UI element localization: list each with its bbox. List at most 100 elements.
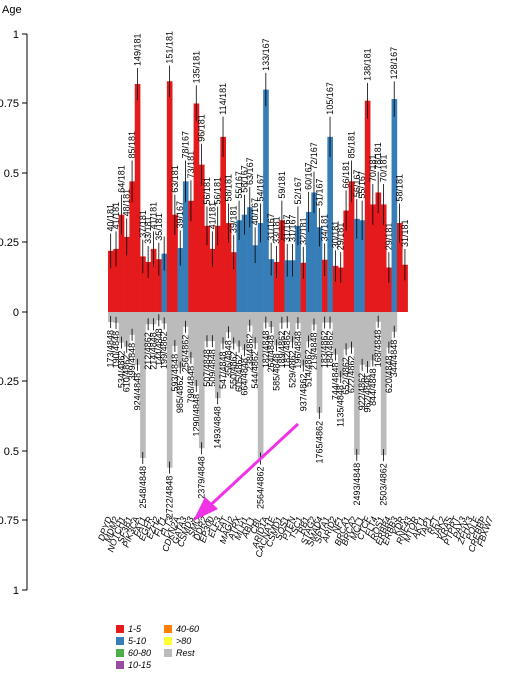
upper-bar-label: 135/181 — [191, 51, 201, 84]
lower-bar-label: 514/4862 — [304, 349, 314, 387]
lower-bar-label: 1493/4848 — [213, 406, 223, 449]
lower-bar-label: 399/4848 — [127, 343, 137, 381]
upper-bar-label: 56/181 — [202, 177, 212, 205]
upper-bar — [177, 248, 184, 312]
upper-bar — [268, 259, 275, 312]
upper-bar-label: 58/167 — [239, 165, 249, 193]
upper-bar-label: 78/167 — [181, 131, 191, 159]
upper-bar-label: 138/181 — [362, 48, 372, 81]
upper-bars: 40/18141/18164/18148/18185/181149/18137/… — [106, 31, 410, 312]
upper-bar — [193, 103, 200, 312]
upper-bar-label: 32/181 — [298, 217, 308, 245]
y-tick-label: 0.5 — [4, 446, 19, 458]
upper-bar — [311, 192, 317, 312]
lower-bar — [215, 312, 221, 399]
upper-bar-label: 33/181 — [272, 216, 282, 244]
upper-bar-label: 58/181 — [395, 174, 405, 202]
upper-bar — [150, 248, 157, 312]
legend-item: 60-80 — [116, 648, 151, 658]
upper-bar-label: 78/181 — [373, 142, 383, 170]
upper-bar — [284, 260, 291, 312]
upper-bar-label: 85/181 — [127, 131, 137, 159]
lower-bar-label: 2503/4862 — [379, 463, 389, 506]
upper-bar — [273, 261, 280, 312]
lower-bar — [188, 312, 194, 358]
upper-bar-label: 64/181 — [116, 165, 126, 193]
legend-label: 5-10 — [128, 636, 147, 646]
legend-swatch — [116, 661, 124, 669]
legend-item: 1-5 — [116, 624, 141, 634]
upper-bar-label: 51/167 — [314, 178, 324, 206]
upper-bar — [279, 220, 285, 312]
upper-bar — [348, 181, 355, 312]
lower-bar — [311, 312, 317, 325]
upper-bar — [247, 207, 253, 312]
lower-bar-label: 507/4848 — [202, 349, 212, 387]
lower-bar-label: 620/4848 — [384, 356, 394, 394]
upper-bar — [327, 136, 333, 312]
lower-bar-label: 593/4848 — [170, 354, 180, 392]
lower-bar — [252, 312, 259, 344]
upper-bar-label: 30/181 — [330, 221, 340, 249]
lower-bar — [193, 312, 200, 386]
gene-labels: DPYDMDM2NOTCH1SF3B1PIK3CAFAT1EGFREZH2FLT… — [96, 514, 495, 559]
upper-bar-label: 133/167 — [261, 38, 271, 71]
upper-bar — [124, 236, 130, 312]
lower-bar-label: 962/4848 — [362, 375, 372, 413]
upper-bar-label: 52/167 — [293, 177, 303, 205]
upper-bar — [188, 200, 194, 312]
legend-swatch — [116, 625, 124, 633]
upper-bar-label: 39/181 — [229, 206, 239, 234]
upper-bar — [252, 245, 259, 312]
upper-bar-label: 31/167 — [266, 213, 276, 241]
legend-label: 10-15 — [128, 660, 152, 670]
lower-bar — [289, 312, 296, 343]
lower-bar-label: 985/4862 — [175, 376, 185, 414]
lower-bar-label: 1765/4862 — [314, 421, 324, 464]
upper-bar — [380, 204, 387, 312]
y-tick-label: 1 — [13, 585, 19, 597]
lower-bar — [348, 312, 355, 348]
upper-bar — [386, 267, 392, 312]
lower-bar-label: 219/4848 — [309, 333, 319, 371]
upper-bar-label: 70/181 — [379, 155, 389, 183]
lower-bar — [231, 312, 237, 344]
upper-bar — [172, 214, 178, 312]
upper-bar — [145, 261, 152, 312]
legend-swatch — [164, 637, 172, 645]
lower-bar — [236, 312, 243, 347]
lower-bar-label: 652/4862 — [341, 357, 351, 395]
upper-bar — [236, 220, 243, 312]
lower-bar — [370, 312, 376, 361]
upper-bar — [198, 164, 205, 312]
lower-bar-label: 744/4848 — [330, 363, 340, 401]
upper-bar — [305, 211, 312, 312]
lower-bar-label: 605/4862 — [234, 354, 244, 392]
y-tick-label: 0.5 — [4, 168, 19, 180]
legend-item: 10-15 — [116, 660, 151, 670]
upper-bar-label: 55/167 — [234, 171, 244, 199]
lower-bar — [354, 312, 360, 455]
lower-bar — [316, 312, 323, 413]
upper-bar-label: 128/167 — [389, 47, 399, 80]
upper-bar-label: 151/181 — [165, 31, 175, 64]
lower-bar — [391, 312, 398, 332]
legend-item: 40-60 — [164, 624, 199, 634]
lower-bar-label: 585/4848 — [272, 353, 282, 391]
upper-bar — [375, 192, 382, 312]
upper-bar — [225, 223, 232, 312]
upper-bar — [295, 225, 301, 312]
lower-bar — [300, 312, 307, 366]
upper-bar — [241, 214, 248, 312]
lower-bar-label: 664/4848 — [239, 358, 249, 396]
upper-bar — [113, 248, 119, 312]
upper-bar-label: 29/181 — [336, 223, 346, 251]
lower-bar — [118, 312, 125, 343]
lower-bar-label: 173/4848 — [106, 330, 116, 368]
lower-bar — [209, 312, 216, 342]
upper-bar-label: 72/167 — [309, 142, 319, 170]
upper-bar — [263, 89, 269, 312]
legend-swatch — [116, 649, 124, 657]
lower-bar-label: 183/4862 — [320, 331, 330, 369]
lower-bar-label: 238/4862 — [245, 334, 255, 372]
